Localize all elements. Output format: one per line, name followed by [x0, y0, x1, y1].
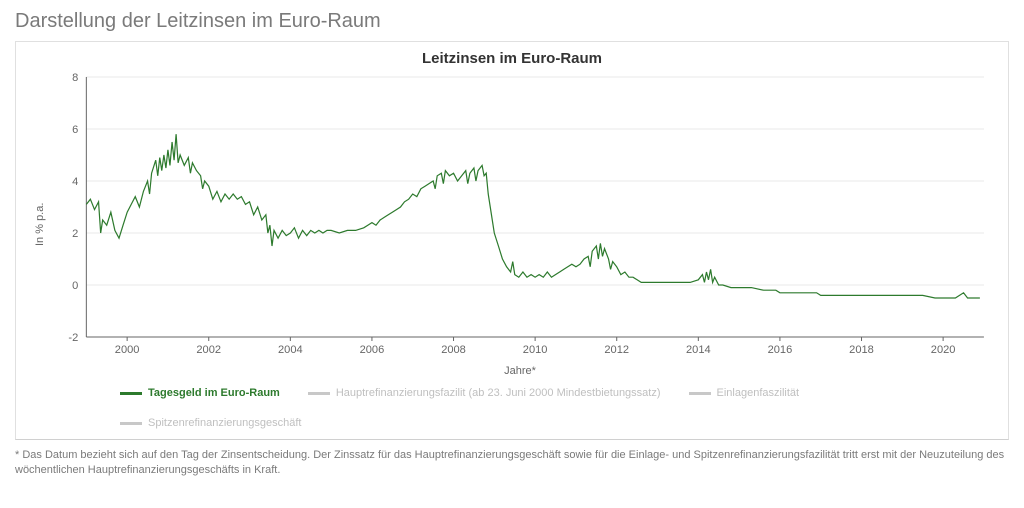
page-title: Darstellung der Leitzinsen im Euro-Raum [15, 10, 1009, 33]
svg-text:2: 2 [72, 228, 78, 240]
svg-text:2010: 2010 [523, 344, 548, 356]
x-axis-label: Jahre* [46, 365, 994, 377]
legend-swatch [308, 392, 330, 395]
svg-text:2016: 2016 [768, 344, 793, 356]
legend-swatch [689, 392, 711, 395]
legend-item[interactable]: Einlagenfaszilität [689, 387, 800, 399]
svg-text:4: 4 [72, 176, 78, 188]
series-line [86, 134, 980, 298]
svg-text:2006: 2006 [360, 344, 385, 356]
svg-text:2014: 2014 [686, 344, 711, 356]
legend-item[interactable]: Tagesgeld im Euro-Raum [120, 387, 280, 399]
svg-text:-2: -2 [68, 332, 78, 344]
svg-text:2000: 2000 [115, 344, 140, 356]
chart-title: Leitzinsen im Euro-Raum [30, 50, 994, 67]
line-chart: -2 0 2 4 6 8 2000 2002 2004 2006 2008 2010 2012 2014 2… [46, 71, 994, 361]
legend-item[interactable]: Spitzenrefinanzierungsgeschäft [120, 417, 301, 429]
plot-wrap: In % p.a. -2 0 2 4 6 8 2000 2002 2004 2006 2008 201… [30, 71, 994, 377]
legend-swatch [120, 422, 142, 425]
y-axis-label: In % p.a. [30, 71, 46, 377]
legend: Tagesgeld im Euro-Raum Hauptrefinanzierun… [30, 387, 994, 429]
svg-text:2020: 2020 [931, 344, 956, 356]
legend-label: Tagesgeld im Euro-Raum [148, 387, 280, 399]
svg-text:8: 8 [72, 72, 78, 84]
plot-area: -2 0 2 4 6 8 2000 2002 2004 2006 2008 2010 2012 2014 2… [46, 71, 994, 377]
svg-text:2004: 2004 [278, 344, 303, 356]
svg-text:2012: 2012 [604, 344, 629, 356]
legend-label: Spitzenrefinanzierungsgeschäft [148, 417, 301, 429]
legend-swatch [120, 392, 142, 395]
svg-text:2018: 2018 [849, 344, 874, 356]
svg-text:2002: 2002 [196, 344, 221, 356]
legend-label: Einlagenfaszilität [717, 387, 800, 399]
svg-text:0: 0 [72, 280, 78, 292]
footnote: * Das Datum bezieht sich auf den Tag der… [15, 448, 1009, 479]
svg-text:6: 6 [72, 124, 78, 136]
svg-text:2008: 2008 [441, 344, 466, 356]
legend-label: Hauptrefinanzierungsfazilit (ab 23. Juni… [336, 387, 661, 399]
chart-frame: Leitzinsen im Euro-Raum In % p.a. -2 0 2 4 6… [15, 41, 1009, 440]
legend-item[interactable]: Hauptrefinanzierungsfazilit (ab 23. Juni… [308, 387, 661, 399]
